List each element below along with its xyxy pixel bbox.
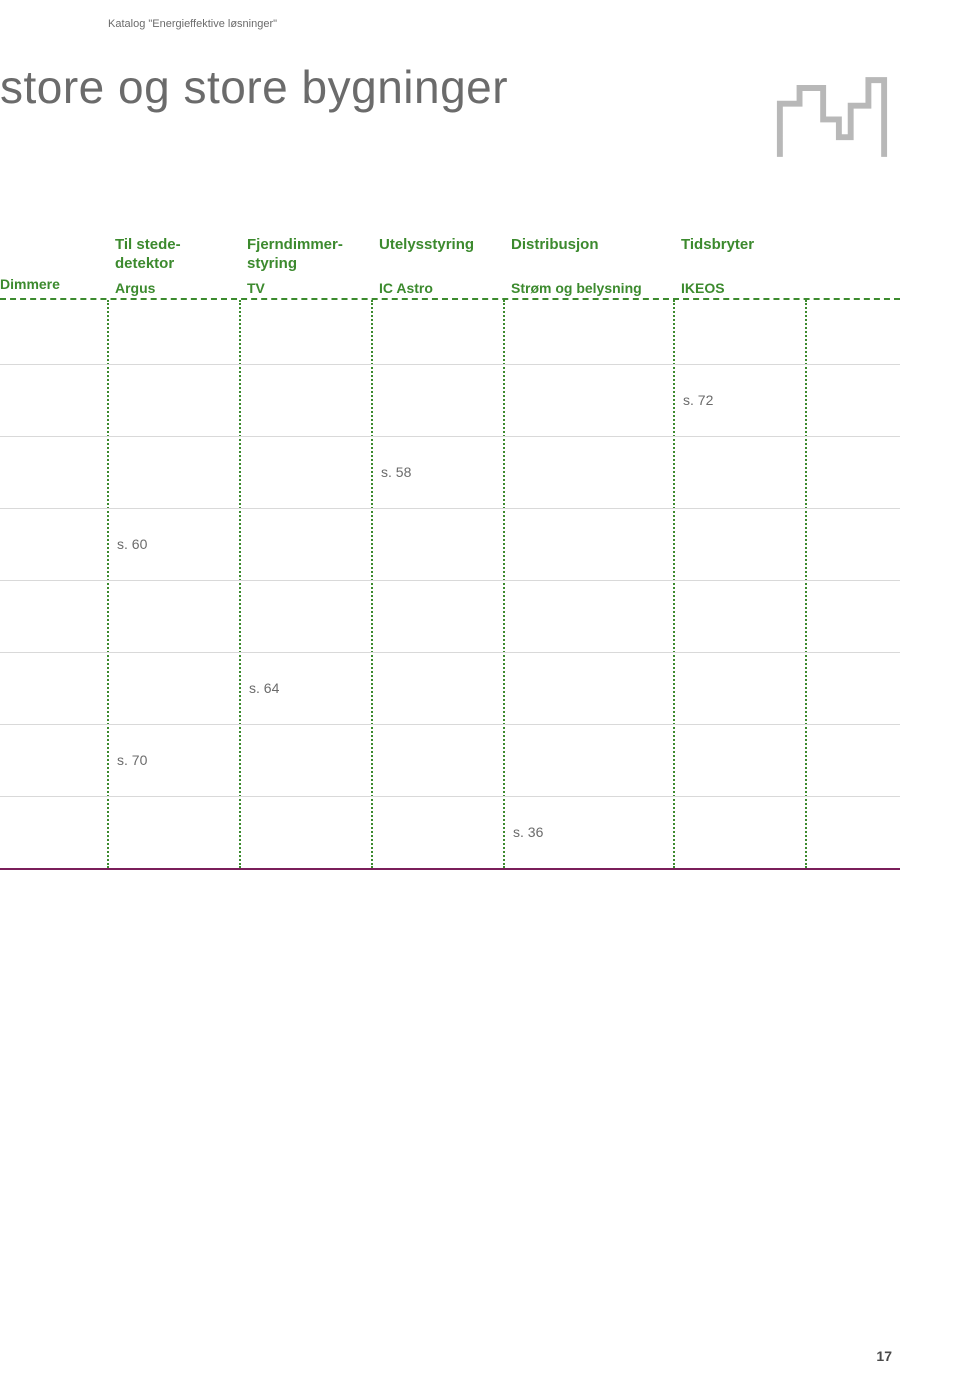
header-label: [681, 255, 797, 274]
cell: [239, 725, 371, 796]
header-col-2: Fjerndimmer- styring TV: [239, 230, 371, 298]
table-row: s. 36: [0, 796, 900, 868]
cell: [673, 437, 805, 508]
header-label: Tidsbryter: [681, 236, 797, 255]
cell: [107, 797, 239, 868]
cell: [239, 581, 371, 652]
cell: [503, 725, 673, 796]
cell: [107, 581, 239, 652]
left-sub-label: Dimmere: [0, 270, 107, 292]
table-row: s. 64: [0, 652, 900, 724]
cell: [371, 797, 503, 868]
cell: [503, 365, 673, 436]
footer-line: [0, 868, 900, 870]
table-row: s. 58: [0, 436, 900, 508]
header-sub: IC Astro: [379, 274, 495, 296]
cell: [239, 300, 371, 364]
header-label: Fjerndimmer-: [247, 236, 363, 255]
cell: [503, 437, 673, 508]
table-body: s. 72 s. 58 s. 60: [0, 300, 900, 868]
header-label: detektor: [115, 255, 231, 274]
cell: [371, 653, 503, 724]
header-col-4: Distribusjon Strøm og belysning: [503, 230, 673, 298]
cell: [673, 300, 805, 364]
cell: [371, 725, 503, 796]
header-sub: IKEOS: [681, 274, 797, 296]
table-row: [0, 300, 900, 364]
cell: [107, 365, 239, 436]
table-row: [0, 580, 900, 652]
cell: [239, 365, 371, 436]
table-row: s. 72: [0, 364, 900, 436]
cell: [371, 581, 503, 652]
cell: [107, 437, 239, 508]
cell: s. 36: [503, 797, 673, 868]
header-col-1: Til stede- detektor Argus: [107, 230, 239, 298]
header-label: styring: [247, 255, 363, 274]
header-label: [379, 255, 495, 274]
cell: [107, 653, 239, 724]
header-sub: Strøm og belysning: [511, 274, 665, 296]
header-col-5: Tidsbryter IKEOS: [673, 230, 805, 298]
cell: s. 64: [239, 653, 371, 724]
header-label: Distribusjon: [511, 236, 665, 255]
cell: [503, 509, 673, 580]
cell: s. 58: [371, 437, 503, 508]
cell: [371, 509, 503, 580]
cell: s. 72: [673, 365, 805, 436]
cell: s. 70: [107, 725, 239, 796]
cell: [239, 797, 371, 868]
cell: [371, 365, 503, 436]
header-spacer: Dimmere: [0, 230, 107, 298]
cell: [239, 437, 371, 508]
header-col-3: Utelysstyring IC Astro: [371, 230, 503, 298]
cell: [673, 797, 805, 868]
cell: [673, 725, 805, 796]
page-number: 17: [876, 1348, 892, 1364]
page-title: store og store bygninger: [0, 60, 508, 114]
table-row: s. 70: [0, 724, 900, 796]
cell: s. 60: [107, 509, 239, 580]
cell: [107, 300, 239, 364]
page: Katalog "Energieffektive løsninger" stor…: [0, 0, 960, 1396]
cell: [503, 300, 673, 364]
cell: [673, 581, 805, 652]
cell: [673, 509, 805, 580]
cell: [239, 509, 371, 580]
table-header: Dimmere Til stede- detektor Argus Fjernd…: [0, 230, 900, 298]
katalog-label: Katalog "Energieffektive løsninger": [108, 18, 277, 30]
cell: [503, 581, 673, 652]
header-label: [511, 255, 665, 274]
cell: [503, 653, 673, 724]
catalog-table: Dimmere Til stede- detektor Argus Fjernd…: [0, 230, 900, 870]
buildings-icon: [772, 70, 892, 170]
table-row: s. 60: [0, 508, 900, 580]
header-sub: TV: [247, 274, 363, 296]
header-label: Utelysstyring: [379, 236, 495, 255]
cell: [673, 653, 805, 724]
header-label: Til stede-: [115, 236, 231, 255]
header-sub: Argus: [115, 274, 231, 296]
cell: [371, 300, 503, 364]
